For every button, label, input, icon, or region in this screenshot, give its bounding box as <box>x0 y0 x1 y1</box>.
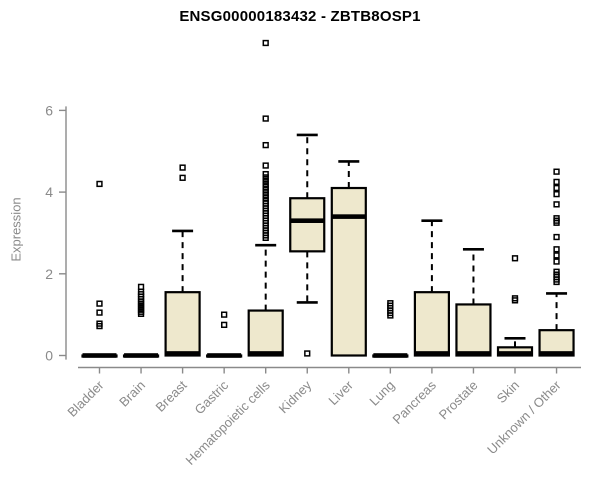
boxplot-unknown-other <box>538 168 575 357</box>
boxplot-lung <box>372 300 409 358</box>
median-line <box>331 214 366 219</box>
outlier-point <box>137 283 145 291</box>
outlier-point <box>96 320 103 327</box>
outlier-point <box>553 233 560 241</box>
iqr-box <box>455 303 492 357</box>
median-line <box>207 353 242 358</box>
x-tick-label: Skin <box>494 378 522 406</box>
outlier-point <box>387 300 394 307</box>
outlier-point <box>262 115 269 122</box>
outlier-point <box>304 350 311 357</box>
boxplot-hematopoietic-cells <box>247 39 284 357</box>
iqr-box <box>330 186 367 357</box>
median-line <box>498 351 532 356</box>
median-line <box>124 353 159 358</box>
outlier-point <box>262 141 269 149</box>
x-tick-label: Lung <box>366 378 397 409</box>
x-tick-label: Pancreas <box>390 377 440 427</box>
median-line <box>165 351 200 356</box>
outlier-point <box>553 201 560 208</box>
iqr-box <box>164 291 201 357</box>
outlier-point <box>262 177 269 184</box>
boxplot-kidney <box>289 133 326 357</box>
y-tick-label: 4 <box>45 184 53 200</box>
x-tick-label: Breast <box>153 377 190 414</box>
iqr-box <box>247 309 284 357</box>
median-line <box>456 351 491 356</box>
boxplot-liver <box>330 160 367 357</box>
median-line <box>414 351 449 356</box>
outlier-point <box>553 178 560 186</box>
outlier-point <box>553 246 560 253</box>
outlier-point <box>262 174 269 181</box>
outlier-point <box>221 321 228 329</box>
outlier-point <box>553 258 560 265</box>
outlier-point <box>553 268 560 275</box>
outlier-point <box>553 168 560 175</box>
y-tick-label: 0 <box>45 348 53 364</box>
outlier-point <box>511 255 519 262</box>
chart-title: ENSG00000183432 - ZBTB8OSP1 <box>179 8 421 25</box>
iqr-box <box>289 197 326 253</box>
outlier-point <box>179 174 186 181</box>
outlier-point <box>96 309 103 316</box>
outlier-point <box>262 162 269 169</box>
x-tick-label: Unknown / Other <box>484 377 564 457</box>
outlier-point <box>262 39 269 47</box>
boxplot-prostate <box>455 247 492 357</box>
outlier-point <box>179 164 186 171</box>
median-line <box>539 351 574 356</box>
iqr-box <box>413 291 450 357</box>
boxplot-breast <box>164 164 201 357</box>
outlier-point <box>553 184 560 192</box>
outlier-point <box>262 170 269 178</box>
outlier-point <box>553 252 560 259</box>
x-tick-label: Gastric <box>192 377 232 417</box>
boxplot-bladder <box>81 180 118 358</box>
y-tick-label: 6 <box>45 102 53 118</box>
outlier-point <box>553 215 560 222</box>
boxplot-pancreas <box>413 219 450 357</box>
outlier-point <box>262 180 269 188</box>
x-tick-label: Brain <box>116 378 148 410</box>
outlier-point <box>221 311 228 318</box>
x-tick-label: Liver <box>325 377 356 408</box>
median-line <box>290 218 325 223</box>
boxplot-brain <box>122 283 160 358</box>
x-tick-label: Kidney <box>276 377 315 416</box>
y-axis: 0 2 4 6 <box>45 102 67 364</box>
median-line <box>248 351 283 356</box>
median-line <box>373 353 408 358</box>
y-tick-label: 2 <box>45 266 53 282</box>
outlier-point <box>553 190 560 198</box>
x-tick-label: Prostate <box>436 378 481 423</box>
boxplot-skin <box>496 255 534 357</box>
median-line <box>82 353 117 358</box>
outlier-point <box>511 295 519 302</box>
outlier-point <box>96 300 103 307</box>
boxplot-gastric <box>206 311 243 358</box>
outlier-point <box>96 180 103 188</box>
x-tick-label: Bladder <box>64 377 107 420</box>
